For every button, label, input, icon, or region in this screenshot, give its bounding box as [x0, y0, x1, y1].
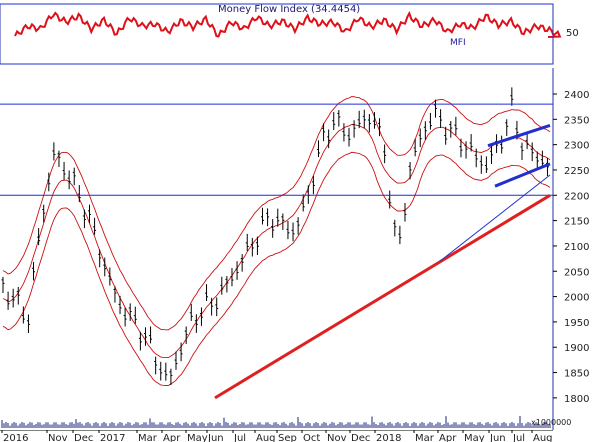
mfi-chart: Money Flow Index (34.4454) MFI 50 — [0, 0, 600, 68]
x-tick-label: Sep — [278, 433, 297, 442]
x-tick-label: Mar — [138, 433, 158, 442]
channel-lower-trendline — [494, 162, 551, 188]
x-tick-label: 2016 — [3, 433, 28, 442]
x-tick-label: 2018 — [376, 433, 401, 442]
x-tick-label: Mar — [415, 433, 435, 442]
x-tick-label: Jun — [489, 433, 506, 442]
x-tick-label: Jul — [233, 433, 246, 442]
channel-upper-trendline — [487, 123, 551, 148]
price-ytick-label: 2000 — [564, 293, 589, 304]
price-ytick-label: 2050 — [564, 267, 589, 278]
x-tick-label: Dec — [74, 433, 93, 442]
price-ytick-label: 2300 — [564, 141, 589, 152]
x-tick-label: Aug — [533, 433, 553, 442]
price-ytick-label: 1950 — [564, 318, 589, 329]
price-ytick-label: 2150 — [564, 217, 589, 228]
price-ytick-label: 2400 — [564, 90, 589, 101]
price-ytick-label: 1800 — [564, 394, 589, 405]
mfi-title: Money Flow Index (34.4454) — [218, 4, 360, 15]
blue-support-trendline — [439, 174, 551, 262]
x-tick-label: May — [464, 433, 485, 442]
x-tick-label: Nov — [327, 433, 347, 442]
x-tick-label: 2017 — [100, 433, 125, 442]
x-tick-label: Oct — [303, 433, 320, 442]
red-support-trendline — [214, 194, 551, 400]
mfi-plot-area — [0, 3, 554, 65]
price-ytick-label: 2200 — [564, 191, 589, 202]
x-tick-label: Apr — [439, 433, 457, 442]
mfi-series-line — [14, 10, 562, 38]
middle-band-line — [2, 123, 551, 359]
x-tick-label: Nov — [48, 433, 68, 442]
price-ytick-label: 2100 — [564, 242, 589, 253]
price-ytick-label: 2250 — [564, 166, 589, 177]
volume-unit-label: x1000000 — [531, 418, 571, 427]
x-tick-label: Jul — [512, 433, 525, 442]
x-axis: 2016 Nov Dec 2017 Mar Apr May Jun Jul Aug Sep Oct No… — [0, 430, 600, 442]
x-tick-label: Dec — [351, 433, 370, 442]
price-ytick-label: 1900 — [564, 343, 589, 354]
x-tick-label: Apr — [163, 433, 181, 442]
price-chart: 2400 2350 2300 2250 2200 2150 2100 2050 2000 1950… — [0, 68, 600, 430]
upper-band-line — [2, 96, 551, 331]
price-ytick-label: 2350 — [564, 115, 589, 126]
mfi-tick-50: 50 — [566, 28, 579, 39]
x-tick-label: Aug — [256, 433, 276, 442]
price-ytick-label: 1850 — [564, 369, 589, 380]
lower-band-line — [2, 151, 551, 386]
mfi-tag: MFI — [450, 38, 466, 48]
x-tick-label: Jun — [207, 433, 224, 442]
x-tick-label: May — [187, 433, 208, 442]
